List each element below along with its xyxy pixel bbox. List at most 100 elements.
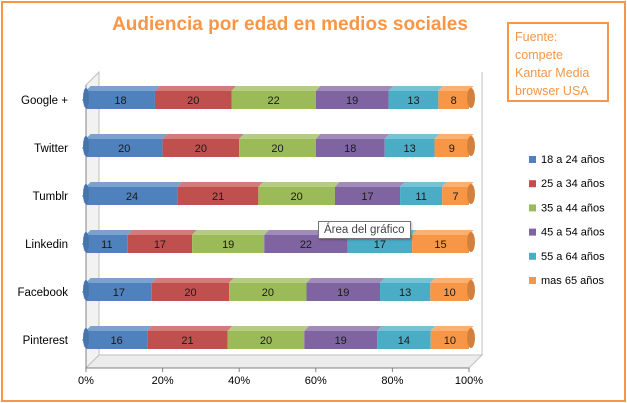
- data-label: 10: [444, 335, 456, 347]
- source-line: compete: [515, 48, 563, 62]
- bar-segment: [177, 187, 259, 205]
- bar-segment-top: [384, 134, 440, 139]
- side-wall: [85, 70, 100, 370]
- bar-segment: [258, 187, 335, 205]
- bar-end-cap: [467, 184, 475, 204]
- data-label: 19: [222, 239, 234, 251]
- bar-segment: [315, 139, 385, 157]
- bar-segment: [86, 235, 128, 253]
- bar-segment-top: [400, 182, 447, 187]
- x-tick-label: 100%: [455, 375, 483, 387]
- bar-segment: [86, 139, 163, 157]
- x-tick-label: 0%: [78, 375, 94, 387]
- bar-segment: [151, 283, 230, 301]
- bar-segment-top: [380, 278, 435, 283]
- data-label: 20: [271, 143, 283, 155]
- bar-segment-top: [86, 182, 183, 187]
- bar-segment: [388, 91, 439, 109]
- y-category-label: Pinterest: [23, 335, 69, 347]
- x-tick-label: 20%: [152, 375, 174, 387]
- data-label: 19: [335, 335, 347, 347]
- bar-segment: [162, 139, 240, 157]
- bar-end-cap: [467, 88, 475, 108]
- bar-segment: [434, 139, 469, 157]
- bar-segment: [347, 235, 413, 253]
- bar-segment: [380, 283, 431, 301]
- bar-segment: [86, 187, 178, 205]
- chart-area-tooltip: Área del gráfico: [318, 221, 411, 239]
- data-label: 17: [113, 287, 125, 299]
- legend-swatch: [529, 204, 536, 212]
- bar-segment-top: [231, 86, 321, 91]
- x-tick-label: 80%: [381, 375, 403, 387]
- chart-title: Audiencia por edad en medios sociales: [112, 14, 468, 35]
- bar-segment: [154, 91, 232, 109]
- bar-segment: [231, 91, 316, 109]
- bar-segment: [192, 235, 265, 253]
- legend-swatch: [529, 180, 536, 188]
- legend-swatch: [529, 156, 536, 163]
- source-line: Kantar Media: [515, 66, 590, 80]
- data-label: 19: [346, 95, 358, 107]
- data-label: 24: [126, 191, 138, 203]
- data-label: 18: [344, 143, 356, 155]
- bar-segment-top: [86, 326, 152, 331]
- bar-segment-top: [239, 134, 321, 139]
- bar-segment-top: [438, 86, 474, 91]
- data-label: 8: [451, 95, 457, 107]
- data-label: 20: [195, 143, 207, 155]
- bar-end-cap: [467, 232, 475, 252]
- bar-start-cap: [83, 232, 89, 252]
- data-label: 9: [449, 143, 455, 155]
- data-label: 20: [262, 287, 274, 299]
- bar-segment-top: [315, 134, 390, 139]
- bar-segment-top: [177, 182, 263, 187]
- bar-segment-top: [434, 134, 474, 139]
- data-label: 20: [260, 335, 272, 347]
- bar-segment: [304, 331, 378, 349]
- y-category-label: Twitter: [34, 143, 68, 155]
- data-label: 20: [184, 287, 196, 299]
- bar-segment: [86, 91, 155, 109]
- data-label: 20: [291, 191, 303, 203]
- bar-segment: [86, 331, 148, 349]
- legend-swatch: [529, 252, 536, 260]
- bar-segment-top: [306, 278, 385, 283]
- data-label: 21: [181, 335, 193, 347]
- data-label: 11: [101, 239, 112, 251]
- data-label: 17: [374, 239, 386, 251]
- bar-segment: [377, 331, 431, 349]
- data-label: 17: [361, 191, 373, 203]
- bar-segment-top: [388, 86, 443, 91]
- bar-segment-top: [430, 326, 474, 331]
- bar-segment-top: [430, 278, 474, 283]
- legend-swatch: [529, 277, 536, 284]
- data-label: 16: [111, 335, 123, 347]
- legend-label: 25 a 34 años: [541, 178, 605, 190]
- source-line: Fuente:: [515, 30, 558, 44]
- bar-segment: [384, 139, 435, 157]
- source-box[interactable]: Fuente: compete Kantar Media browser USA: [507, 22, 609, 102]
- bar-segment: [430, 331, 469, 349]
- bar-segment-top: [334, 182, 405, 187]
- x-tick-label: 60%: [305, 375, 327, 387]
- legend-label: 18 a 24 años: [541, 154, 605, 166]
- source-line: browser USA: [515, 84, 589, 98]
- data-label: 10: [444, 287, 456, 299]
- data-label: 18: [114, 95, 126, 107]
- bar-segment: [400, 187, 443, 205]
- bar-end-cap: [467, 136, 475, 156]
- bar-segment: [86, 283, 152, 301]
- bar-segment: [412, 235, 469, 253]
- bar-segment-top: [154, 86, 237, 91]
- data-label: 22: [268, 95, 280, 107]
- y-category-label: Google +: [21, 95, 68, 107]
- data-label: 13: [404, 143, 416, 155]
- data-label: 13: [407, 95, 419, 107]
- bar-segment-top: [315, 86, 394, 91]
- data-label: 15: [434, 239, 446, 251]
- data-label: 11: [415, 191, 426, 203]
- bar-segment-top: [412, 230, 474, 235]
- bar-segment-top: [227, 326, 309, 331]
